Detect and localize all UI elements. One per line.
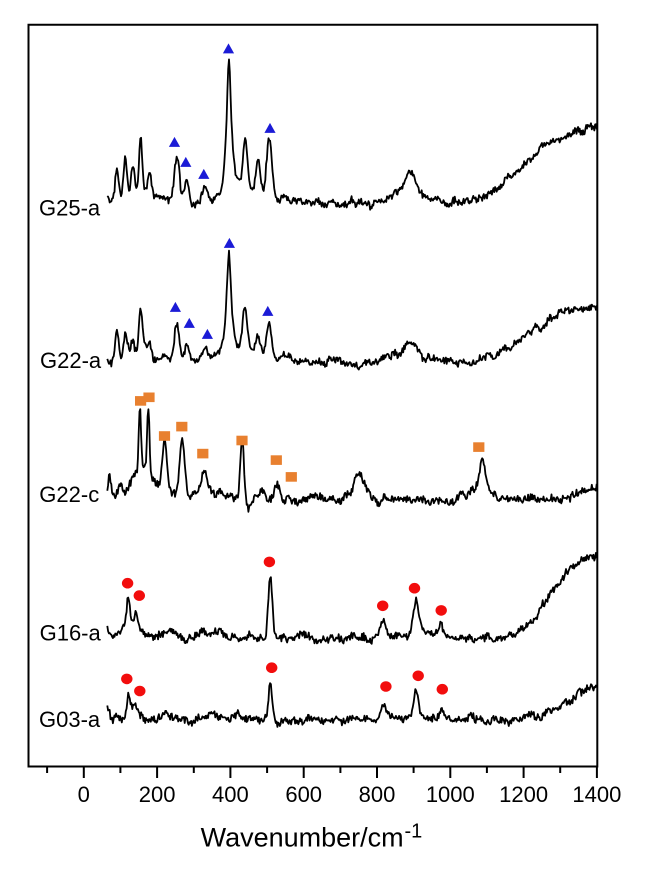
svg-text:G16-a: G16-a: [40, 621, 102, 646]
svg-text:400: 400: [212, 782, 249, 807]
svg-text:G03-a: G03-a: [39, 707, 101, 732]
svg-text:200: 200: [139, 782, 176, 807]
svg-text:600: 600: [285, 782, 322, 807]
svg-text:G22-c: G22-c: [39, 482, 99, 507]
svg-text:0: 0: [78, 782, 90, 807]
svg-text:G22-a: G22-a: [40, 348, 102, 373]
svg-text:-1: -1: [405, 821, 423, 843]
svg-text:G25-a: G25-a: [39, 195, 101, 220]
svg-text:1400: 1400: [572, 782, 621, 807]
svg-text:Wavenumber/cm: Wavenumber/cm: [201, 823, 404, 853]
svg-text:1200: 1200: [499, 782, 548, 807]
svg-text:1000: 1000: [426, 782, 475, 807]
svg-text:800: 800: [359, 782, 396, 807]
